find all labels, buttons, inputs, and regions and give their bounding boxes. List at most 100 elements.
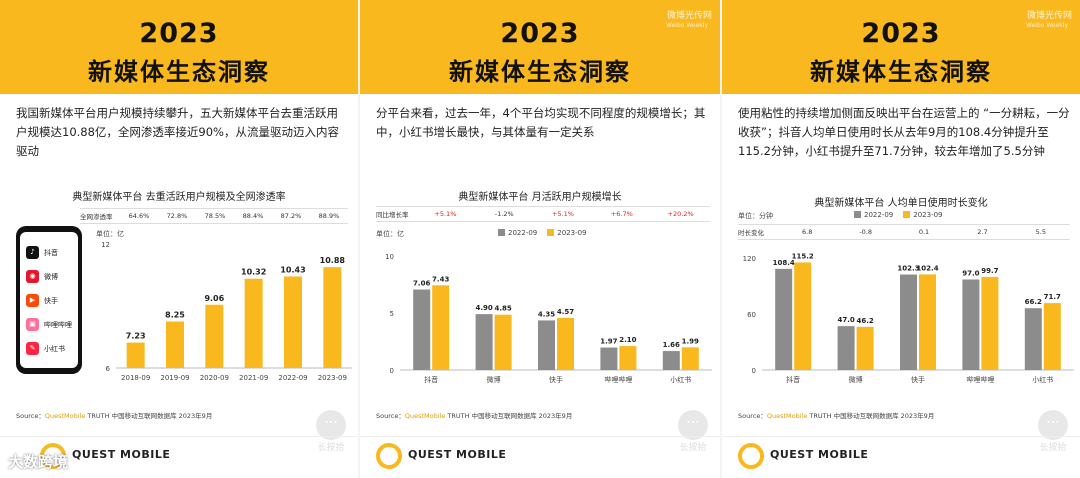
page-title: 新媒体生态洞察 <box>810 58 992 86</box>
y-tick-label: 0 <box>390 367 394 375</box>
penetration-table: 全网渗透率 64.6% 72.8% 78.5% 88.4% 87.2% 88.9… <box>80 208 348 224</box>
year: 2023 <box>139 18 219 49</box>
legend: 2022-09 2023-09 <box>854 211 943 219</box>
data-label: 47.0 <box>837 316 854 324</box>
unit-label: 单位：分钟 <box>738 212 773 220</box>
bar <box>475 314 493 370</box>
bar <box>1024 308 1042 370</box>
data-label: 102.4 <box>916 264 938 272</box>
header: 2023 新媒体生态洞察 <box>0 0 358 94</box>
x-tick-label: 小红书 <box>670 375 691 384</box>
kuaishou-icon: ▶ <box>26 294 39 307</box>
footer-logo: QUEST MOBILE <box>770 448 869 461</box>
questmobile-logo-icon <box>40 443 66 469</box>
data-label: 115.2 <box>792 252 814 260</box>
bar <box>432 285 450 370</box>
footer: QUEST MOBILE <box>722 436 1080 478</box>
weibo-icon: ◉ <box>26 270 39 283</box>
footer-logo: QUEST MOBILE <box>408 448 507 461</box>
bar <box>775 268 793 370</box>
y-tick-label: 6 <box>106 365 111 373</box>
table-cell: -0.8 <box>859 228 872 236</box>
x-tick-label: 2019-09 <box>160 374 189 382</box>
page-title: 新媒体生态洞察 <box>449 58 631 86</box>
x-tick-label: 2020-09 <box>200 374 229 382</box>
growth-table: 同比增长率 +5.1% -1.2% +5.1% +6.7% +20.2% <box>376 206 710 222</box>
data-label: 108.4 <box>773 259 795 267</box>
app-item: ✎ 小红书 <box>26 342 65 355</box>
intro-text: 分平台来看，过去一年，4个平台均实现不同程度的规模增长；其中，小红书增长最快，与… <box>376 106 706 139</box>
data-label: 1.97 <box>600 338 617 346</box>
bar <box>681 347 699 370</box>
chart-title: 典型新媒体平台 人均单日使用时长变化 <box>814 198 988 209</box>
bar <box>126 342 145 368</box>
app-item: ▣ 哔哩哔哩 <box>26 318 72 331</box>
y-tick-label: 0 <box>752 367 756 375</box>
x-tick-label: 小红书 <box>1032 375 1053 384</box>
bar <box>856 326 874 370</box>
source-note: Source：QuestMobile TRUTH 中国移动互联网数据库 2023… <box>16 412 213 420</box>
table-cell: 2.7 <box>977 228 988 236</box>
y-tick-label: 10 <box>385 253 394 261</box>
x-tick-label: 抖音 <box>424 375 438 384</box>
chart-svg: 0 5 10 7.067.43 抖音 4.90 4.85 微博 4.35 4.57 快手 1.97 2.… <box>385 253 712 384</box>
data-label: 7.06 <box>413 280 430 288</box>
long-press-button[interactable]: ··· 长按拾 <box>1032 410 1074 453</box>
table-cell: 88.9% <box>318 212 340 220</box>
more-icon: ··· <box>678 410 708 440</box>
bar <box>244 278 263 368</box>
table-head: 同比增长率 <box>376 211 409 219</box>
long-press-button[interactable]: ··· 长按拾 <box>310 410 352 453</box>
intro-text: 我国新媒体平台用户规模持续攀升，五大新媒体平台去重活跃用户规模达10.88亿，全… <box>16 106 339 158</box>
table-cell: +5.1% <box>552 210 574 218</box>
table-cell: 5.5 <box>1035 228 1046 236</box>
watermark: 大数跨境 <box>8 453 69 471</box>
x-tick-label: 微博 <box>487 375 501 384</box>
bar <box>494 314 512 370</box>
data-label: 7.23 <box>126 332 146 341</box>
panel-3: 微博光传网 Weibo Weekly 2023 新媒体生态洞察 使用粘性的持续增… <box>722 0 1080 478</box>
duration-change-table: 时长变化 6.8 -0.8 0.1 2.7 5.5 <box>738 224 1070 240</box>
bar <box>837 326 855 370</box>
table-cell: 64.6% <box>128 212 150 220</box>
legend-item: 2022-09 <box>854 211 893 219</box>
bar <box>962 279 980 370</box>
data-label: 1.99 <box>682 337 699 345</box>
legend-item: 2023-09 <box>547 229 587 237</box>
weibo-watermark: 微博光传网 <box>666 11 712 21</box>
source-note: Source：QuestMobile TRUTH 中国移动互联网数据库 2023… <box>738 412 935 420</box>
bilibili-icon: ▣ <box>26 318 39 331</box>
bar <box>557 317 574 370</box>
legend-item: 2023-09 <box>903 211 943 219</box>
bar <box>981 276 999 370</box>
x-tick-label: 微博 <box>849 375 863 384</box>
table-cell: 78.5% <box>204 212 226 220</box>
unit-label: 单位：亿 <box>96 230 124 238</box>
data-label: 10.32 <box>241 268 266 277</box>
x-tick-label: 2021-09 <box>239 374 268 382</box>
x-tick-label: 2023-09 <box>318 374 347 382</box>
bar <box>323 267 342 368</box>
y-tick-label: 120 <box>743 255 756 263</box>
data-label: 10.43 <box>280 265 305 274</box>
bar <box>284 276 302 368</box>
unit-label: 单位：亿 <box>376 230 404 238</box>
weibo-watermark: 微博光传网 <box>1026 11 1072 21</box>
x-tick-label: 哔哩哔哩 <box>604 375 632 384</box>
more-icon: ··· <box>1038 410 1068 440</box>
weibo-watermark-sub: Weibo Weekly <box>1026 22 1068 29</box>
data-label: 97.0 <box>962 269 979 277</box>
data-label: 102.3 <box>897 265 919 273</box>
bar <box>538 320 555 370</box>
long-press-button[interactable]: ··· 长按拾 <box>672 410 714 453</box>
footer: QUEST MOBILE 大数跨境 <box>0 436 358 478</box>
chart-title: 典型新媒体平台 去重活跃用户规模及全网渗透率 <box>72 192 286 203</box>
bar <box>600 347 618 370</box>
table-cell: 72.8% <box>166 212 188 220</box>
data-label: 2.10 <box>619 336 636 344</box>
table-cell: 0.1 <box>918 228 930 236</box>
footer: QUEST MOBILE <box>360 436 720 478</box>
page-title: 新媒体生态洞察 <box>88 58 270 86</box>
x-tick-label: 哔哩哔哩 <box>966 375 994 384</box>
bar <box>662 351 680 370</box>
